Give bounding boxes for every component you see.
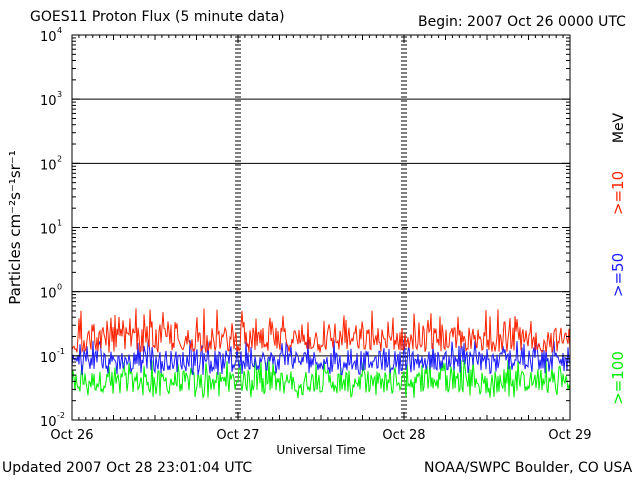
y-tick-label-exponent: 2	[57, 154, 62, 163]
legend-label: >=50	[609, 253, 627, 297]
credit-label: NOAA/SWPC Boulder, CO USA	[424, 460, 633, 476]
x-axis-label: Universal Time	[276, 443, 365, 457]
series-line	[71, 308, 571, 354]
y-tick-label-exponent: 0	[57, 283, 62, 292]
y-tick-label-exponent: 4	[57, 26, 62, 35]
legend-label: >=10	[609, 171, 627, 215]
y-tick-label-base: 10	[40, 287, 57, 302]
y-tick-label-base: 10	[40, 351, 57, 366]
series-line	[71, 359, 571, 400]
y-tick-label-exponent: 3	[57, 90, 62, 99]
x-tick-label: Oct 27	[216, 428, 259, 443]
y-axis-label: Particles cm⁻²s⁻¹sr⁻¹	[6, 150, 24, 304]
y-tick-label-base: 10	[40, 30, 57, 45]
series-line	[71, 339, 571, 376]
unit-label: MeV	[611, 112, 627, 143]
y-tick-label-exponent: -2	[57, 411, 65, 420]
begin-date-label: Begin: 2007 Oct 26 0000 UTC	[418, 14, 626, 30]
y-tick-label-base: 10	[40, 158, 57, 173]
y-tick-label-base: 10	[40, 223, 57, 238]
x-tick-label: Oct 26	[50, 428, 93, 443]
y-tick-label-base: 10	[40, 415, 57, 430]
y-tick-label-base: 10	[40, 94, 57, 109]
chart-title: GOES11 Proton Flux (5 minute data)	[30, 9, 285, 25]
x-tick-label: Oct 28	[382, 428, 425, 443]
legend-label: >=100	[609, 351, 627, 405]
y-tick-label-exponent: -1	[57, 347, 65, 356]
updated-timestamp: Updated 2007 Oct 28 23:01:04 UTC	[2, 460, 253, 476]
x-tick-label: Oct 29	[548, 428, 591, 443]
y-tick-label-exponent: 1	[57, 219, 62, 228]
